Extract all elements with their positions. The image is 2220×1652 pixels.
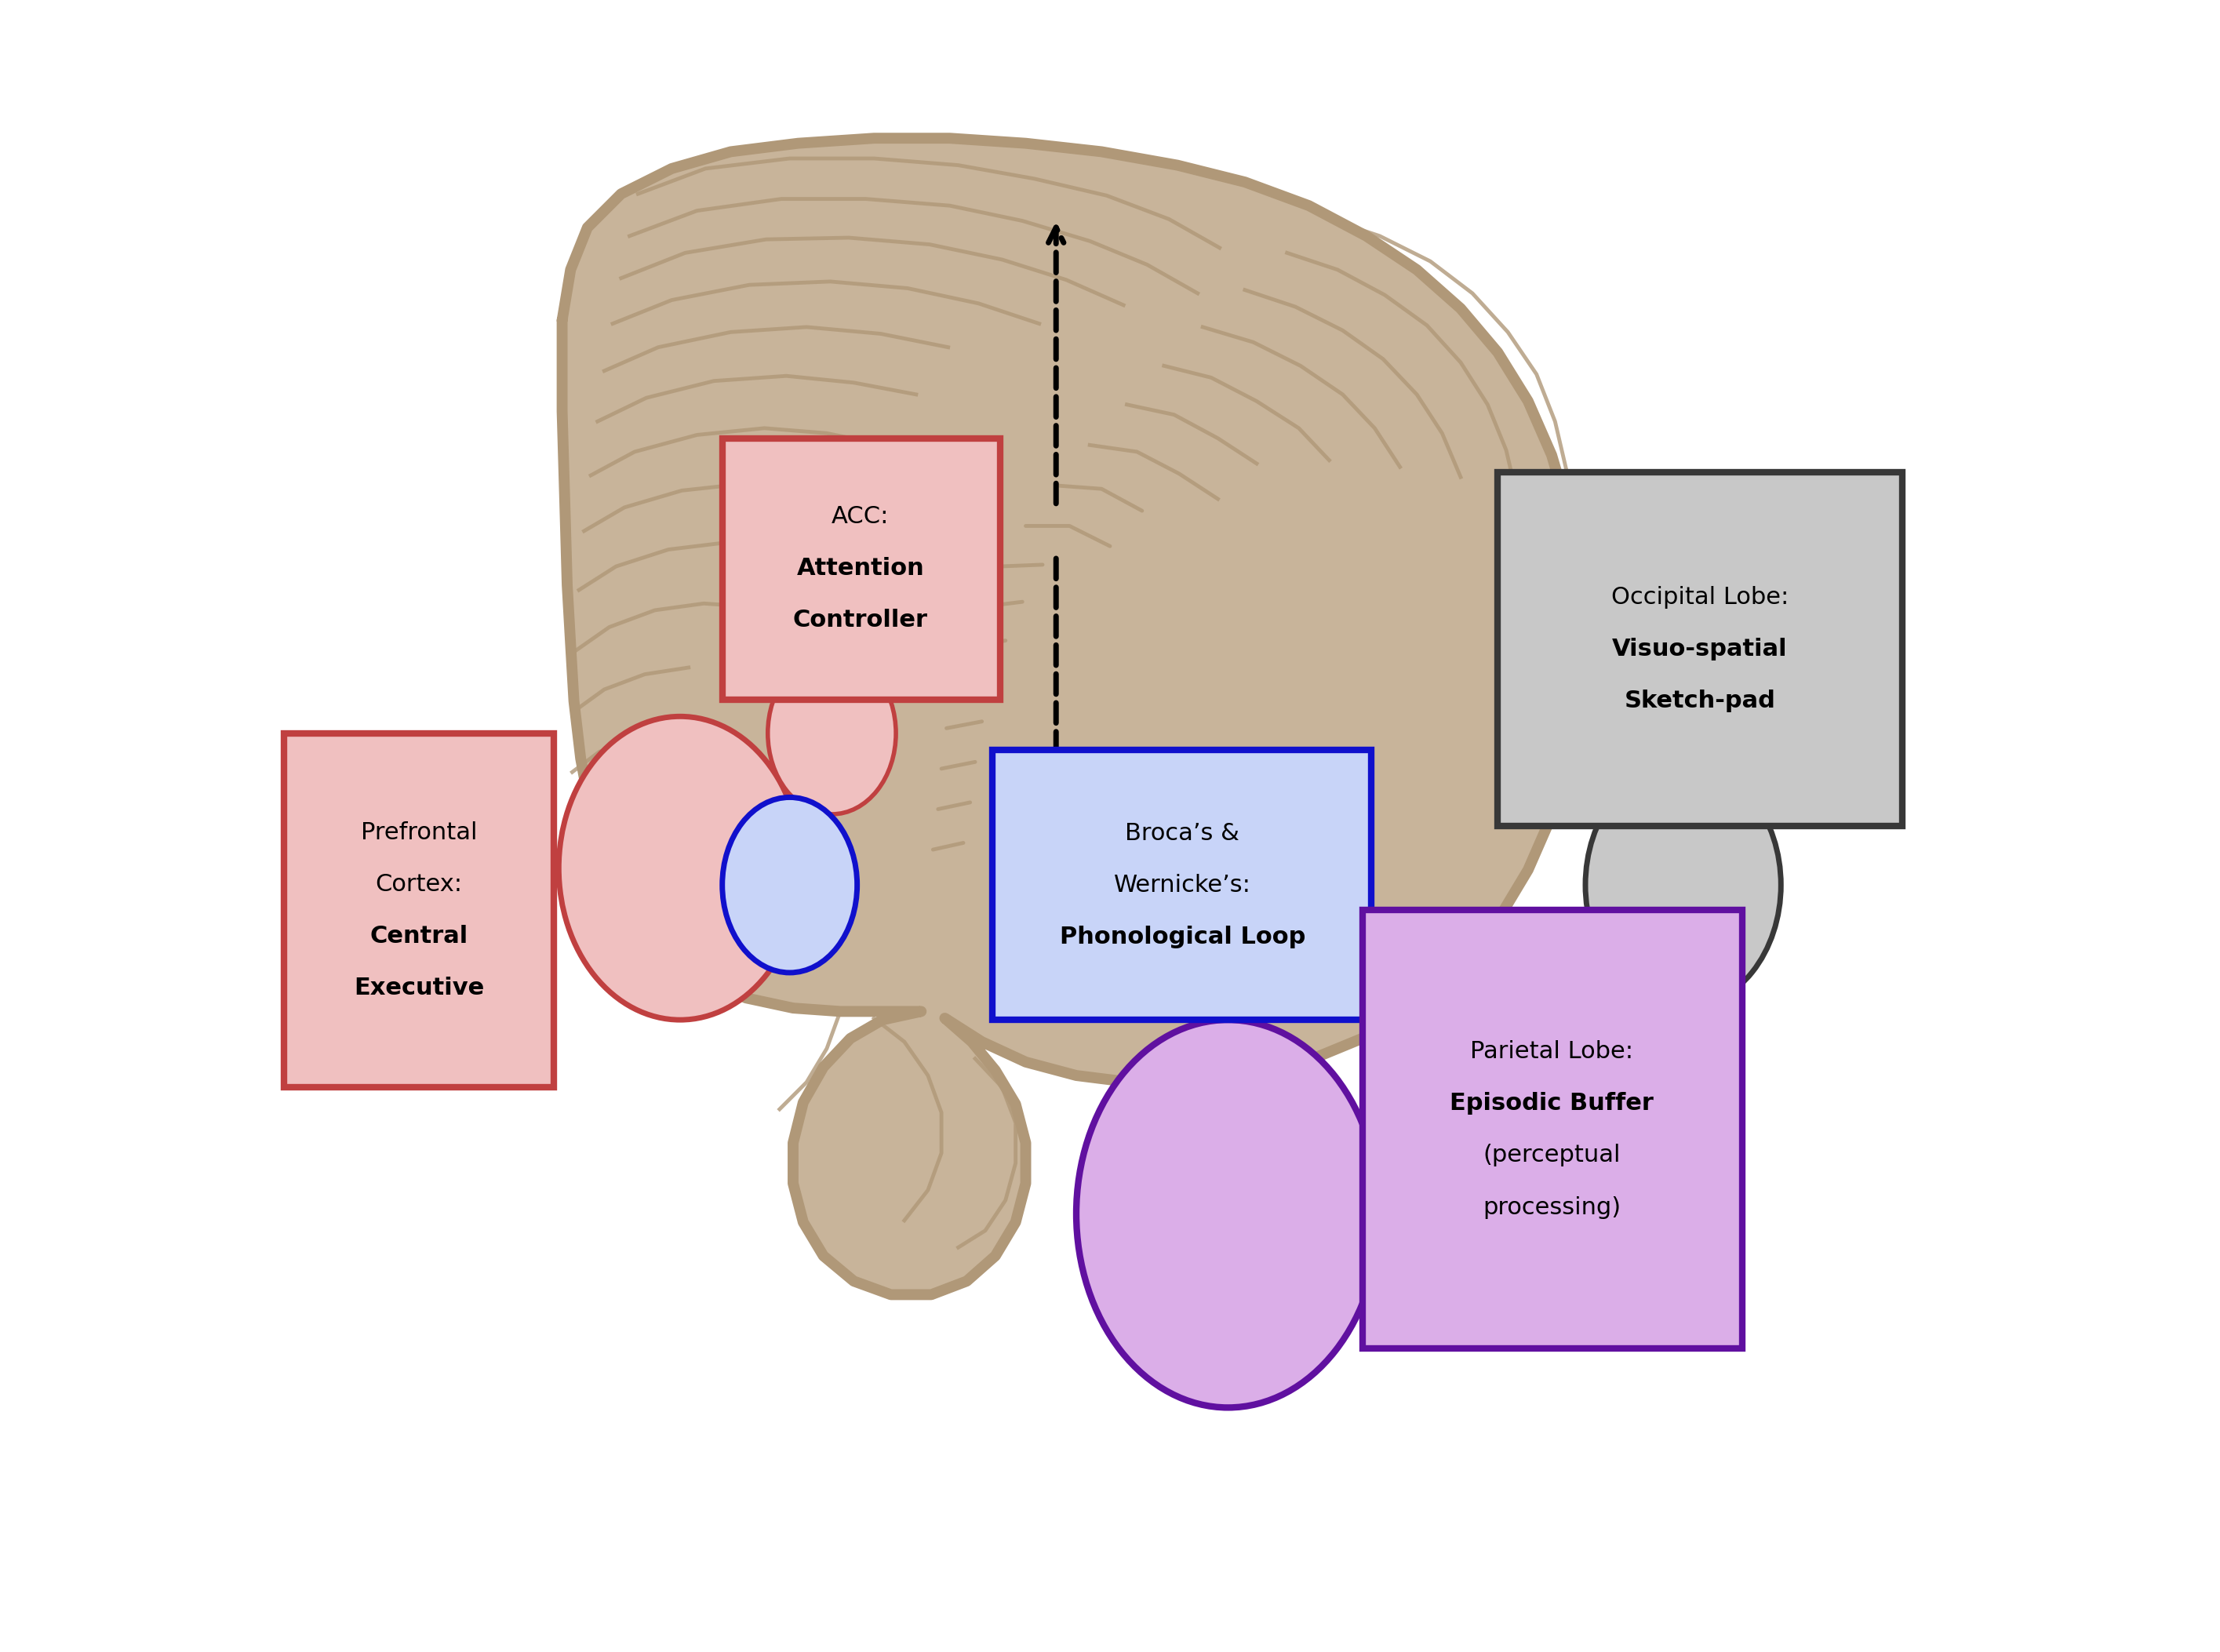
Text: Wernicke’s:: Wernicke’s: xyxy=(1114,874,1252,897)
Text: Phonological Loop: Phonological Loop xyxy=(1059,925,1305,948)
Polygon shape xyxy=(562,139,1583,1295)
Text: Parietal Lobe:: Parietal Lobe: xyxy=(1470,1041,1634,1062)
Text: Attention: Attention xyxy=(797,557,924,580)
Text: processing): processing) xyxy=(1483,1196,1621,1219)
FancyBboxPatch shape xyxy=(1499,472,1903,826)
Text: Executive: Executive xyxy=(353,976,484,999)
FancyBboxPatch shape xyxy=(284,733,553,1087)
Ellipse shape xyxy=(1585,762,1780,1008)
Ellipse shape xyxy=(722,798,857,973)
Ellipse shape xyxy=(1077,1019,1379,1408)
Text: Controller: Controller xyxy=(793,608,928,631)
FancyBboxPatch shape xyxy=(1363,910,1743,1348)
FancyBboxPatch shape xyxy=(992,750,1372,1019)
Text: Cortex:: Cortex: xyxy=(375,872,462,895)
Text: Episodic Buffer: Episodic Buffer xyxy=(1450,1092,1654,1115)
Text: ACC:: ACC: xyxy=(832,506,890,527)
FancyBboxPatch shape xyxy=(722,438,1001,699)
Text: Sketch-pad: Sketch-pad xyxy=(1625,689,1776,712)
Text: Occipital Lobe:: Occipital Lobe: xyxy=(1612,586,1789,608)
Ellipse shape xyxy=(1106,771,1274,981)
Text: (perceptual: (perceptual xyxy=(1483,1145,1621,1166)
Text: Visuo-spatial: Visuo-spatial xyxy=(1612,638,1787,661)
Text: Prefrontal: Prefrontal xyxy=(360,821,477,844)
Text: Central: Central xyxy=(371,925,468,948)
Ellipse shape xyxy=(559,717,801,1019)
Text: Broca’s &: Broca’s & xyxy=(1126,821,1239,844)
Ellipse shape xyxy=(768,653,897,814)
